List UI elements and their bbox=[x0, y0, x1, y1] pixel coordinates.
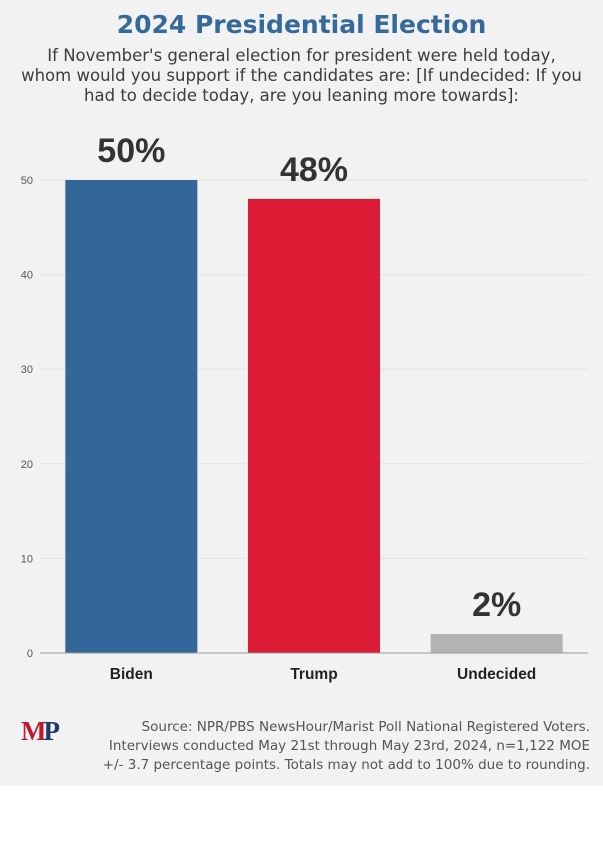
y-tick-label: 50 bbox=[21, 175, 33, 187]
bar-chart: 0 10 20 30 40 50 50% Biden 48% Trump 2% Undecided bbox=[21, 132, 588, 683]
bar-undecided bbox=[430, 634, 563, 653]
y-tick-label: 40 bbox=[21, 270, 33, 282]
data-label: 48% bbox=[280, 151, 348, 189]
marist-poll-logo: MP bbox=[21, 716, 60, 746]
y-tick-label: 30 bbox=[21, 364, 33, 376]
source-note: Source: NPR/PBS NewsHour/Marist Poll Nat… bbox=[102, 719, 590, 773]
chart-card: 2024 Presidential Election If November's… bbox=[0, 0, 603, 786]
y-tick-label: 10 bbox=[21, 553, 33, 565]
y-tick-label: 20 bbox=[21, 459, 33, 471]
data-label: 2% bbox=[472, 586, 521, 624]
bar-biden bbox=[65, 180, 198, 653]
x-tick-label: Biden bbox=[110, 666, 153, 683]
y-tick-label: 0 bbox=[27, 648, 33, 660]
data-label: 50% bbox=[97, 132, 165, 170]
bar-trump bbox=[248, 198, 380, 654]
chart-title: 2024 Presidential Election bbox=[116, 10, 487, 39]
x-tick-label: Trump bbox=[290, 666, 337, 683]
x-tick-label: Undecided bbox=[457, 666, 536, 683]
chart-subtitle: If November's general election for presi… bbox=[21, 46, 582, 105]
